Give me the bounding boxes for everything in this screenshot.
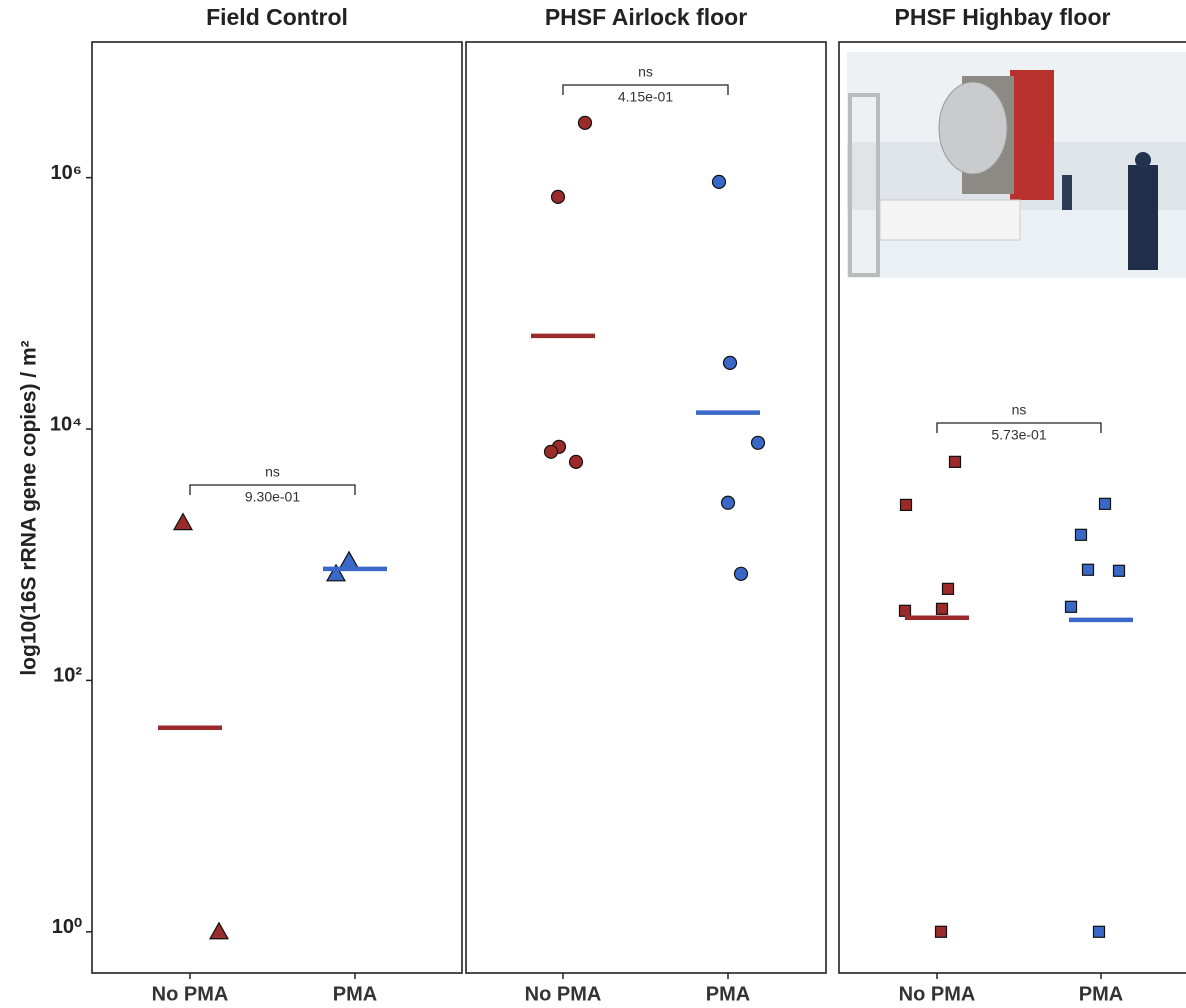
panel-frame xyxy=(91,41,463,974)
significance-label: ns xyxy=(265,464,280,480)
point xyxy=(898,604,912,617)
point xyxy=(948,455,962,468)
y-axis-label: log10(16S rRNA gene copies) / m² xyxy=(18,340,41,675)
point xyxy=(1081,563,1095,576)
point xyxy=(1098,497,1112,510)
point xyxy=(172,512,194,531)
point xyxy=(711,174,727,189)
x-tick-label: No PMA xyxy=(525,983,602,1005)
point xyxy=(1112,564,1126,577)
x-tick-label: PMA xyxy=(1079,983,1123,1005)
x-tick-label: PMA xyxy=(706,983,750,1005)
panel-frame xyxy=(465,41,827,974)
significance-bracket xyxy=(189,484,356,495)
point xyxy=(750,435,766,450)
x-tick-label: No PMA xyxy=(899,983,976,1005)
photo xyxy=(847,52,1186,278)
point xyxy=(934,925,948,938)
point xyxy=(568,454,584,469)
significance-bracket xyxy=(936,422,1102,433)
p-value: 4.15e-01 xyxy=(618,89,673,105)
point xyxy=(722,355,738,370)
point xyxy=(935,602,949,615)
point xyxy=(550,189,566,204)
panel-frame xyxy=(838,41,1186,974)
point xyxy=(899,498,913,512)
point xyxy=(720,495,736,510)
significance-bracket xyxy=(562,84,729,95)
x-tick-label: PMA xyxy=(333,983,377,1005)
panel-title: PHSF Airlock floor xyxy=(545,4,747,30)
p-value: 5.73e-01 xyxy=(991,427,1046,443)
point xyxy=(1074,528,1088,541)
panel-title: Field Control xyxy=(206,4,348,30)
panel-title: PHSF Highbay floor xyxy=(895,4,1111,30)
y-tick-label: 10⁴ xyxy=(50,413,82,435)
y-tick-label: 10⁰ xyxy=(52,916,82,938)
x-tick-label: No PMA xyxy=(152,983,229,1005)
point xyxy=(1064,600,1078,613)
point xyxy=(941,582,955,595)
y-tick-label: 10⁶ xyxy=(51,162,82,184)
point xyxy=(577,115,593,130)
point xyxy=(208,921,230,940)
significance-label: ns xyxy=(638,64,653,80)
p-value: 9.30e-01 xyxy=(245,489,300,505)
point xyxy=(543,444,559,459)
y-tick-label: 10² xyxy=(53,665,82,687)
point xyxy=(325,563,347,582)
point xyxy=(1092,925,1106,938)
point xyxy=(338,550,360,569)
significance-label: ns xyxy=(1012,402,1027,418)
point xyxy=(733,566,749,581)
